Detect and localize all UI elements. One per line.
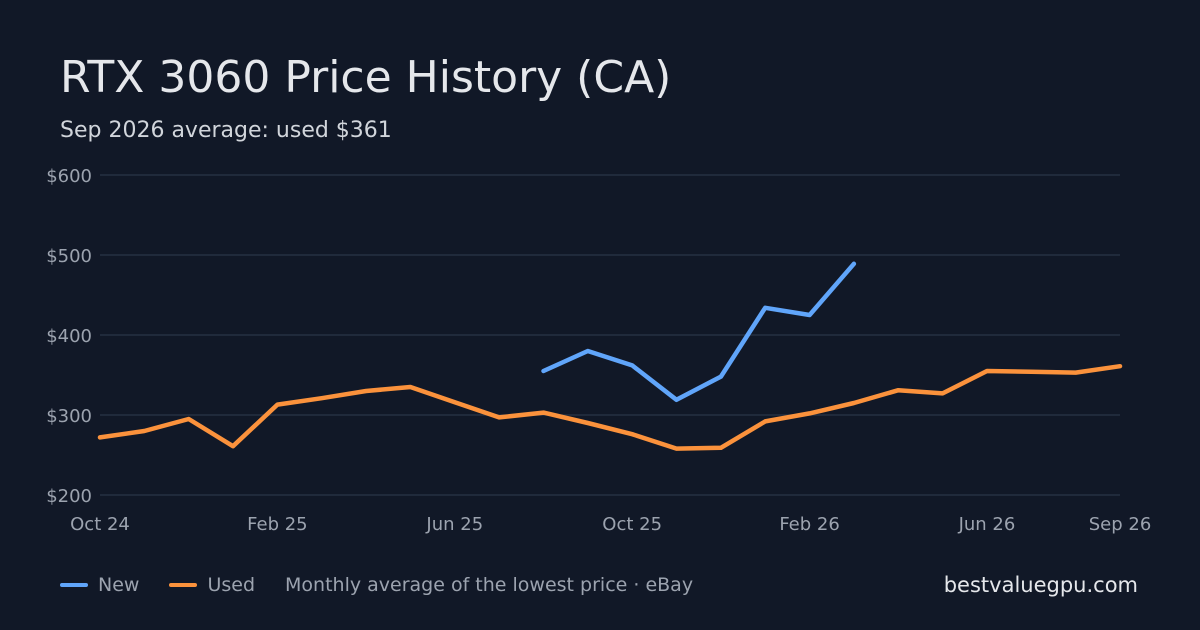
legend-note: Monthly average of the lowest price · eB…: [285, 574, 694, 596]
chart-title: RTX 3060 Price History (CA): [60, 52, 672, 103]
x-tick-label: Sep 26: [1089, 514, 1152, 535]
legend-swatch-new: [60, 583, 88, 587]
series-layer: [97, 261, 1123, 451]
x-tick-label: Oct 25: [602, 514, 662, 535]
legend-item-used[interactable]: Used: [169, 574, 255, 596]
y-tick-label: $300: [46, 406, 92, 427]
x-tick-label: Jun 25: [425, 514, 483, 535]
x-tick-label: Feb 26: [779, 514, 840, 535]
x-tick-label: Oct 24: [70, 514, 130, 535]
y-tick-label: $500: [46, 246, 92, 267]
x-tick-label: Feb 25: [247, 514, 308, 535]
legend-label-new: New: [98, 574, 140, 596]
site-brand: bestvaluegpu.com: [943, 573, 1138, 597]
series-line-new[interactable]: [541, 261, 857, 403]
y-tick-label: $200: [46, 486, 92, 507]
legend-swatch-used: [169, 583, 198, 587]
legend: New Used Monthly average of the lowest p…: [60, 574, 693, 596]
chart-subtitle: Sep 2026 average: used $361: [60, 118, 392, 143]
x-axis-ticks: Oct 24 Feb 25 Jun 25 Oct 25 Feb 26 Jun 26 Sep …: [70, 514, 1151, 535]
legend-label-used: Used: [207, 574, 256, 596]
series-line-used[interactable]: [97, 363, 1123, 451]
y-tick-label: $400: [46, 326, 92, 347]
y-tick-label: $600: [46, 166, 92, 187]
legend-item-new[interactable]: New: [60, 574, 139, 596]
x-tick-label: Jun 26: [958, 514, 1016, 535]
y-axis-ticks: $200 $300 $400 $500 $600: [46, 166, 92, 507]
grid-layer: [100, 174, 1120, 496]
